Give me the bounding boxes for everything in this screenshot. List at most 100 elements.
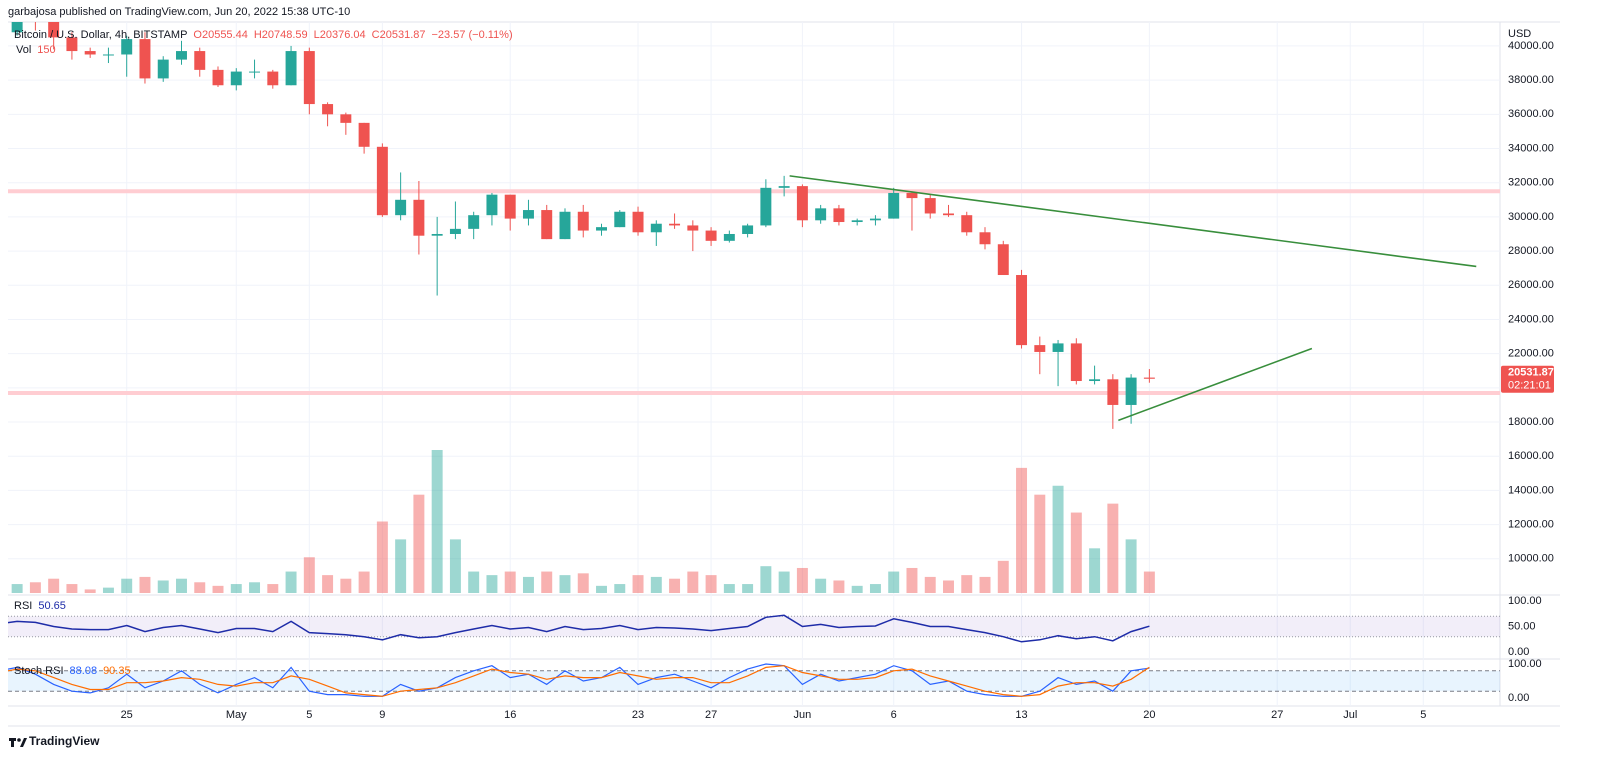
price-pane: [8, 22, 1500, 593]
legend: Bitcoin / U.S. Dollar, 4h, BITSTAMP O2055…: [14, 29, 513, 41]
indicator-panes: [8, 614, 1500, 697]
y-tick-label: 26000.00: [1508, 279, 1554, 291]
labels-layer: 25 May 5 9 16 23 27 Jun 6 13 20 27 Jul 5 10000.00 12000…: [14, 29, 1554, 721]
candle-body: [431, 233, 443, 236]
volume-bar: [1070, 512, 1082, 593]
legend-title: RSI: [14, 600, 32, 612]
legend-title: Vol: [16, 44, 31, 56]
volume-bar: [760, 566, 772, 593]
candle-body: [979, 232, 991, 245]
candle-body: [322, 104, 334, 115]
candle-body: [669, 223, 681, 226]
y-tick-label: 16000.00: [1508, 450, 1554, 462]
candle-body: [194, 51, 206, 70]
candle-body: [723, 233, 735, 241]
volume-bar: [559, 575, 571, 593]
volume-bar: [157, 580, 169, 593]
candle-body: [121, 39, 133, 55]
volume-bar: [1052, 485, 1064, 593]
candle-body: [961, 215, 973, 233]
candle-body: [705, 230, 717, 241]
volume-bar: [413, 494, 425, 593]
y-tick-label: 18000.00: [1508, 416, 1554, 428]
price-label: 20531.87: [1508, 367, 1554, 379]
rsi-tick-label: 0.00: [1508, 646, 1529, 658]
volume-bar: [48, 578, 60, 593]
candle-body: [449, 228, 461, 234]
rsi-band: [8, 616, 1500, 637]
candle-body: [230, 71, 242, 86]
volume-bar: [979, 576, 991, 593]
candle-body: [1143, 377, 1155, 379]
candle-body: [358, 122, 370, 147]
volume-bar: [1107, 503, 1119, 593]
x-tick-label: 13: [1015, 709, 1027, 721]
candle-body: [249, 71, 261, 73]
volume-bar: [522, 576, 534, 593]
volume-bar: [924, 576, 936, 593]
header: garbajosa published on TradingView.com, …: [8, 6, 350, 18]
volume-bar: [851, 585, 863, 593]
volume-legend: Vol 150: [16, 44, 56, 56]
candle-body: [157, 59, 169, 79]
y-tick-label: 28000.00: [1508, 245, 1554, 257]
currency: USD: [1508, 28, 1531, 40]
volume-bar: [1143, 571, 1155, 593]
x-tick-label: 9: [379, 709, 385, 721]
legend-value: 50.65: [38, 600, 66, 612]
y-tick-label: 40000.00: [1508, 40, 1554, 52]
volume-bar: [577, 573, 589, 593]
y-tick-label: 12000.00: [1508, 519, 1554, 531]
y-tick-label: 30000.00: [1508, 211, 1554, 223]
x-tick-label: Jul: [1343, 709, 1357, 721]
candle-body: [285, 51, 297, 86]
volume-bar: [504, 571, 516, 593]
legend-value: 90.35: [103, 665, 131, 677]
rsi-tick-label: 50.00: [1508, 620, 1536, 632]
volume-bar: [139, 576, 151, 593]
legend-value: 150: [37, 44, 55, 56]
candle-body: [11, 22, 23, 33]
x-tick-label: May: [226, 709, 247, 721]
legend-value: C20531.87: [372, 29, 426, 41]
stoch-line: [8, 663, 1150, 697]
candle-body: [376, 146, 388, 216]
volume-bar: [669, 578, 681, 593]
candle-body: [84, 51, 96, 55]
volume-bar: [376, 521, 388, 593]
candle-body: [742, 225, 754, 234]
volume-bar: [267, 584, 279, 593]
volume-bar: [322, 575, 334, 593]
candle-body: [632, 211, 644, 233]
volume-bar: [687, 571, 699, 593]
volume-bar: [285, 571, 297, 593]
volume-bar: [121, 578, 133, 593]
legend-value: L20376.04: [314, 29, 366, 41]
volume-bar: [869, 584, 881, 593]
candle-body: [48, 22, 60, 38]
volume-bar: [1034, 494, 1046, 593]
trendline: [789, 175, 1477, 268]
volume-bar: [888, 571, 900, 593]
volume-bar: [212, 585, 224, 593]
y-tick-label: 10000.00: [1508, 553, 1554, 565]
stoch-tick-label: 100.00: [1508, 658, 1542, 670]
volume-bar: [468, 571, 480, 593]
y-tick-label: 38000.00: [1508, 74, 1554, 86]
candle-body: [778, 186, 790, 188]
legend-title: Stoch RSI: [14, 665, 64, 677]
legend-value: 88.08: [70, 665, 98, 677]
candle-body: [468, 215, 480, 229]
volume-bar: [614, 584, 626, 593]
volume-bar: [723, 584, 735, 593]
candle-body: [541, 210, 553, 240]
rsi-tick-label: 100.00: [1508, 595, 1542, 607]
stoch-band: [8, 670, 1500, 692]
candle-body: [486, 194, 498, 216]
candle-body: [614, 211, 626, 228]
candle-body: [559, 211, 571, 240]
volume-bar: [395, 539, 407, 593]
volume-bar: [1089, 548, 1101, 593]
